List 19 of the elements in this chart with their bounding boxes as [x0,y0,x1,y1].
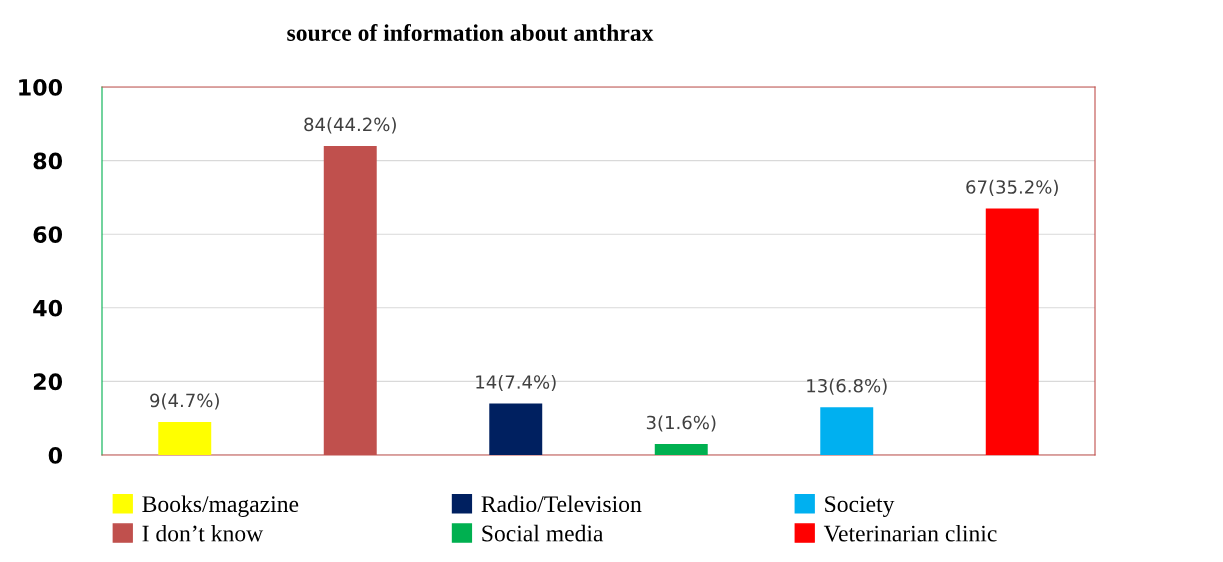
y-tick-label: 80 [33,152,63,170]
legend-label: I don’t know [142,524,264,542]
data-label: 84(44.2%) [304,117,396,134]
legend-label: Veterinarian clinic [823,524,997,542]
y-tick-label: 100 [19,78,63,96]
y-tick-label: 40 [33,299,63,317]
legend-label: Society [825,496,895,517]
data-label: 14(7.4%) [476,374,556,391]
data-label: 9(4.7%) [150,393,219,410]
y-tick-label: 60 [33,226,63,243]
legend-label: Social media [482,524,604,542]
legend-label: Books/magazine [142,495,299,517]
data-label: 13(6.8%) [807,378,887,395]
y-tick-label: 0 [48,446,63,464]
chart-title: source of information about anthrax [287,24,654,41]
data-label: 3(1.6%) [646,415,716,432]
y-tick-label: 20 [33,373,63,391]
legend-label: Radio/Television [481,495,642,513]
data-label: 67(35.2%) [966,179,1058,196]
